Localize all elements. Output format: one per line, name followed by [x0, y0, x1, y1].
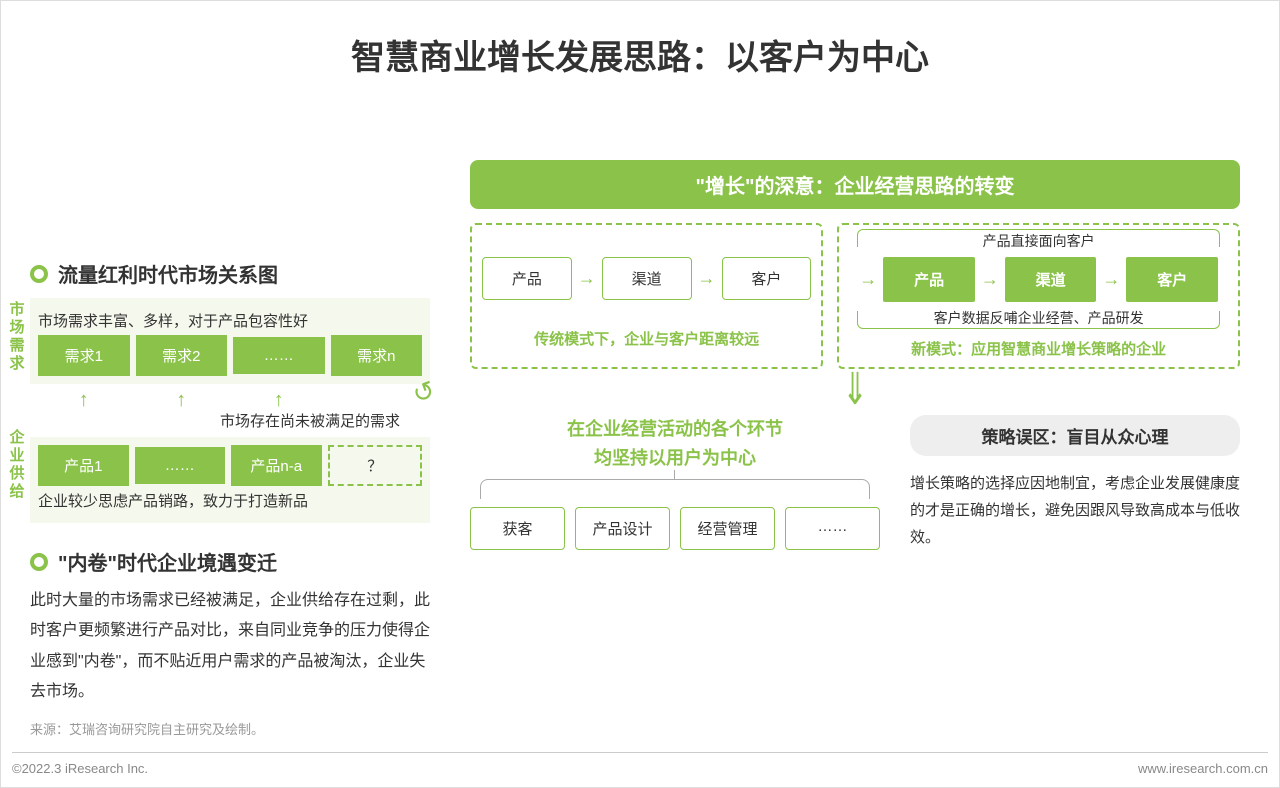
heading-text: 流量红利时代市场关系图 [58, 259, 278, 288]
traditional-model-panel: 产品 → 渠道 → 客户 传统模式下，企业与客户距离较远 [470, 223, 823, 369]
chip-acquire: 获客 [470, 507, 565, 550]
market-demand-box: 市场需求丰富、多样，对于产品包容性好 需求1 需求2 …… 需求n [30, 298, 430, 384]
panel-row: 产品 → 渠道 → 客户 传统模式下，企业与客户距离较远 产品直接面向客户 → … [470, 223, 1240, 369]
node-channel: 渠道 [602, 257, 692, 300]
panel-caption: 传统模式下，企业与客户距离较远 [482, 328, 811, 349]
flow-traditional: 产品 → 渠道 → 客户 [482, 257, 811, 300]
new-model-panel: 产品直接面向客户 → 产品 → 渠道 → 客户 客户数据反哺企业经营、产品研发 … [837, 223, 1240, 369]
feedback-loop-bottom [857, 311, 1220, 329]
arrow-right-icon: → [698, 268, 716, 289]
paragraph: 此时大量的市场需求已经被满足，企业供给存在过剩，此时客户更频繁进行产品对比，来自… [30, 586, 430, 708]
supply-chip: 产品n-a [231, 445, 322, 486]
footer-divider [12, 752, 1268, 753]
green-subtitle-1: 在企业经营活动的各个环节 [470, 415, 880, 444]
chip-manage: 经营管理 [680, 507, 775, 550]
bullet-icon [30, 553, 48, 571]
flow-new: → 产品 → 渠道 → 客户 [849, 257, 1228, 302]
market-caption: 市场需求丰富、多样，对于产品包容性好 [38, 306, 422, 335]
supply-chip: 产品1 [38, 445, 129, 486]
node-product: 产品 [482, 257, 572, 300]
section-heading-2: "内卷"时代企业境遇变迁 [30, 547, 430, 576]
arrow-row: ↑ ↑ ↑ ↑ [30, 390, 430, 410]
growth-banner: "增长"的深意：企业经营思路的转变 [470, 160, 1240, 209]
demand-chip: …… [233, 337, 325, 374]
demand-chip: 需求n [331, 335, 423, 376]
big-down-arrow-icon: ⇓ [586, 364, 1125, 415]
activity-chips: 获客 产品设计 经营管理 …… [470, 507, 880, 550]
demand-chip: 需求2 [136, 335, 228, 376]
supply-row: 产品1 …… 产品n-a ？ [38, 445, 422, 486]
chip-design: 产品设计 [575, 507, 670, 550]
node-product: 产品 [883, 257, 975, 302]
arrow-right-icon: → [578, 268, 596, 289]
supply-caption: 企业较少思虑产品销路，致力于打造新品 [38, 486, 422, 515]
arrow-right-icon: → [859, 269, 877, 290]
feedback-loop-top [857, 229, 1220, 247]
gray-paragraph: 增长策略的选择应因地制宜，考虑企业发展健康度的才是正确的增长，避免因跟风导致高成… [910, 470, 1240, 551]
gray-banner: 策略误区：盲目从众心理 [910, 415, 1240, 456]
demand-chip: 需求1 [38, 335, 130, 376]
supply-box: 产品1 …… 产品n-a ？ 企业较少思虑产品销路，致力于打造新品 [30, 437, 430, 523]
node-channel: 渠道 [1005, 257, 1097, 302]
footer-source: 来源：艾瑞咨询研究院自主研究及绘制。 [30, 719, 264, 738]
chip-more: …… [785, 507, 880, 550]
supply-unknown-chip: ？ [328, 445, 423, 486]
bottom-left: 在企业经营活动的各个环节 均坚持以用户为中心 获客 产品设计 经营管理 …… [470, 415, 880, 551]
mid-caption: 市场存在尚未被满足的需求 [30, 410, 430, 431]
node-customer: 客户 [722, 257, 812, 300]
footer-copyright: ©2022.3 iResearch Inc. [12, 761, 148, 776]
bottom-row: 在企业经营活动的各个环节 均坚持以用户为中心 获客 产品设计 经营管理 …… 策… [470, 415, 1240, 551]
supply-chip: …… [135, 447, 226, 484]
node-customer: 客户 [1126, 257, 1218, 302]
bottom-right: 策略误区：盲目从众心理 增长策略的选择应因地制宜，考虑企业发展健康度的才是正确的… [910, 415, 1240, 551]
arrow-up-icon: ↑ [233, 390, 325, 410]
left-column: 市场需求 企业供给 流量红利时代市场关系图 市场需求丰富、多样，对于产品包容性好… [30, 259, 430, 708]
enterprise-supply-vlabel: 企业供给 [6, 429, 28, 501]
section-heading-1: 流量红利时代市场关系图 [30, 259, 430, 288]
right-column: "增长"的深意：企业经营思路的转变 产品 → 渠道 → 客户 传统模式下，企业与… [470, 160, 1240, 551]
footer-url: www.iresearch.com.cn [1138, 761, 1268, 776]
arrow-right-icon: → [981, 269, 999, 290]
market-demand-vlabel: 市场需求 [6, 301, 28, 373]
bullet-icon [30, 265, 48, 283]
demand-row: 需求1 需求2 …… 需求n [38, 335, 422, 376]
arrow-right-icon: → [1102, 269, 1120, 290]
bracket-connector [480, 479, 870, 499]
arrow-up-icon: ↑ [136, 390, 228, 410]
green-subtitle-2: 均坚持以用户为中心 [470, 444, 880, 473]
heading-text: "内卷"时代企业境遇变迁 [58, 547, 277, 576]
panel-caption: 新模式：应用智慧商业增长策略的企业 [849, 338, 1228, 359]
arrow-up-icon: ↑ [38, 390, 130, 410]
